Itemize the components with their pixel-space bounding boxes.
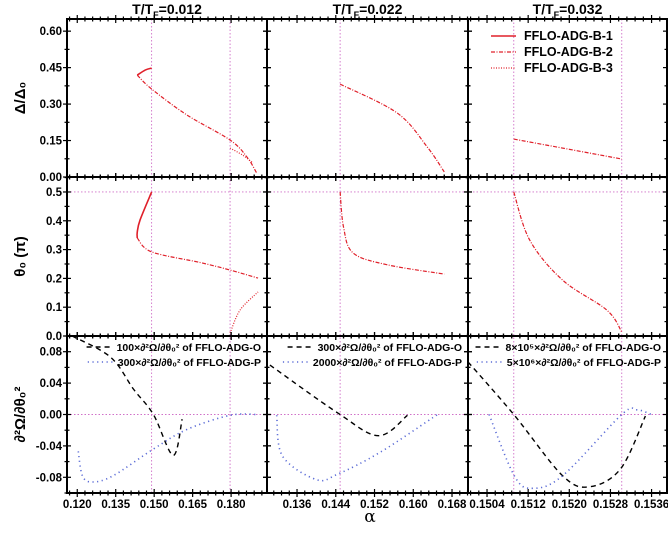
series-line-dashed — [269, 364, 408, 437]
series-line-dashdot — [513, 191, 623, 333]
legend-label: FFLO-ADG-B-3 — [524, 61, 613, 75]
legend-label: FFLO-ADG-B-1 — [524, 29, 613, 43]
x-tick-label: 0.168 — [438, 499, 467, 511]
series-line-dashdot — [136, 74, 258, 174]
y-tick-label: 0.15 — [40, 136, 63, 148]
column-title: T/TF=0.022 — [333, 1, 403, 20]
y-tick-label: 0.0 — [46, 331, 62, 343]
x-tick-label: 0.1520 — [552, 499, 587, 511]
x-tick-label: 0.180 — [217, 499, 246, 511]
column-title: T/TF=0.012 — [132, 1, 202, 20]
y-tick-label: 0.00 — [40, 172, 62, 184]
series-line-bluedot — [275, 413, 438, 482]
x-tick-label: 0.1536 — [634, 499, 668, 511]
labels: 0.00 0.15 0.30 0.45 0.60 Δ/Δ₀ 0.0 0.1 0.2 0.3 0.4 0… — [12, 1, 668, 511]
y-tick-label: 0.08 — [40, 347, 63, 359]
column-title: T/TF=0.032 — [533, 1, 603, 20]
series-line-dashdot — [136, 237, 259, 279]
x-tick-label: 0.160 — [399, 499, 428, 511]
series-line-dotted — [229, 291, 259, 334]
series-line-dashdot — [339, 191, 445, 275]
panel-frame — [266, 176, 469, 337]
y-tick-label: -0.08 — [36, 472, 63, 484]
y-tick-label: 0.2 — [46, 273, 62, 285]
x-tick-label: 0.150 — [140, 499, 169, 511]
y-tick-label: 0.04 — [40, 378, 63, 390]
x-tick-label: 0.165 — [178, 499, 207, 511]
series-line-dotted — [229, 147, 254, 164]
series-line-bluedot — [488, 407, 652, 490]
x-tick-label: 0.136 — [283, 499, 312, 511]
x-tick-label: 0.1504 — [469, 499, 505, 511]
y-tick-label: 0.3 — [46, 245, 62, 257]
series — [71, 67, 652, 490]
x-tick-label: 0.144 — [321, 499, 350, 511]
x-tick-label: 0.152 — [360, 499, 389, 511]
legend-label: 300×∂²Ω/∂θ₀² of FFLO-ADG-P — [118, 357, 261, 369]
y-tick-label: 0.60 — [40, 26, 62, 38]
y-axis-label: θ₀ (π) — [12, 236, 29, 277]
y-axis-label: Δ/Δ₀ — [12, 82, 29, 115]
axes — [63, 15, 668, 497]
series-line-solid — [136, 191, 153, 239]
legend-label: FFLO-ADG-B-2 — [524, 45, 613, 59]
y-tick-label: 0.4 — [46, 216, 63, 228]
x-tick-label: 0.120 — [63, 499, 92, 511]
legend-label: 8×10⁵×∂²Ω/∂θ₀² of FFLO-ADG-O — [506, 342, 661, 354]
panel-frame — [266, 18, 469, 178]
x-tick-label: 0.1512 — [511, 499, 546, 511]
x-tick-label: 0.135 — [101, 499, 130, 511]
y-tick-label: -0.04 — [36, 441, 63, 453]
y-axis-label: ∂²Ω/∂θ₀² — [12, 387, 29, 443]
legend-label: 5×10⁶×∂²Ω/∂θ₀² of FFLO-ADG-P — [507, 357, 661, 369]
series-line-solid — [136, 67, 152, 76]
panel-frame — [467, 176, 668, 337]
y-tick-label: 0.45 — [40, 63, 63, 75]
panel-frame — [66, 176, 268, 337]
legend-label: 100×∂²Ω/∂θ₀² of FFLO-ADG-O — [117, 342, 261, 354]
y-tick-label: 0.1 — [46, 302, 63, 314]
series-line-dashdot — [339, 83, 445, 173]
series-line-dashdot — [513, 138, 622, 160]
x-axis-label: α — [364, 507, 376, 527]
legend-label: 300×∂²Ω/∂θ₀² of FFLO-ADG-O — [318, 342, 462, 354]
series-line-dashed — [71, 335, 183, 457]
reference-lines — [67, 19, 667, 493]
y-tick-label: 0.00 — [40, 410, 62, 422]
y-tick-label: 0.5 — [46, 187, 63, 199]
y-tick-label: 0.30 — [40, 99, 62, 111]
panel-frame — [66, 18, 268, 178]
x-tick-label: 0.1528 — [593, 499, 629, 511]
legend-label: 2000×∂²Ω/∂θ₀² of FFLO-ADG-P — [313, 357, 462, 369]
series-line-bluedot — [77, 413, 257, 483]
series-line-dashed — [467, 361, 647, 488]
